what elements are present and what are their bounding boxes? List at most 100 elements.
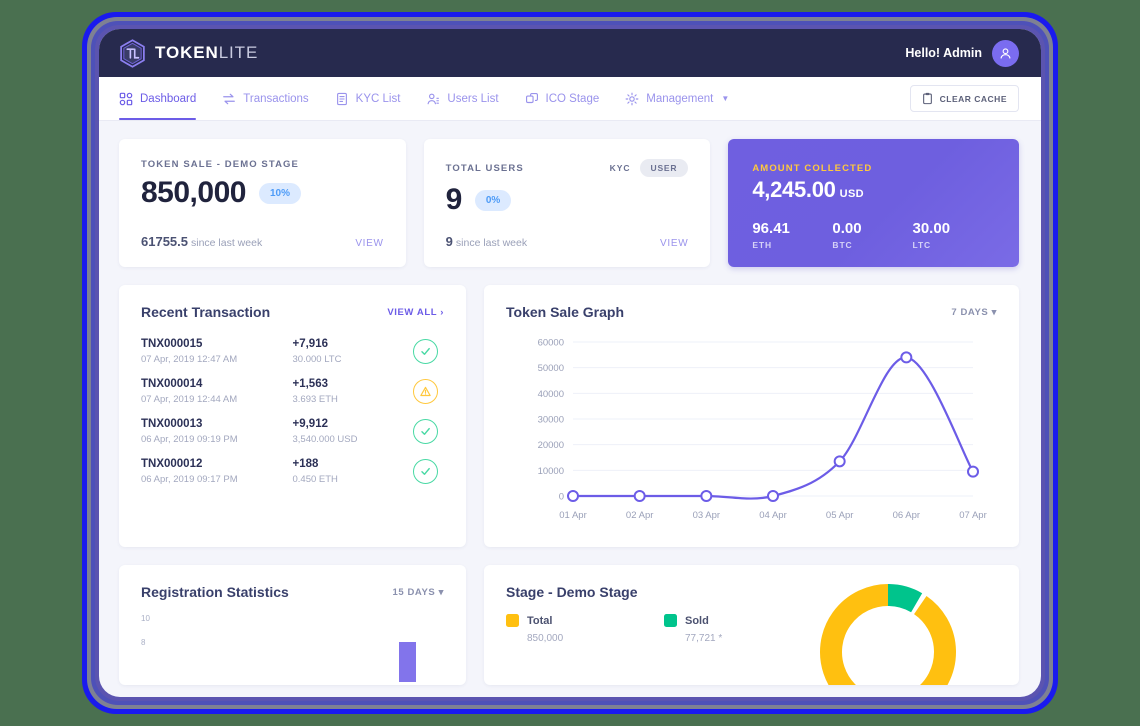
total-users-since-label: since last week bbox=[455, 237, 528, 249]
table-row[interactable]: TNX000014 07 Apr, 2019 12:44 AM +1,563 3.69… bbox=[141, 372, 444, 412]
warning-icon bbox=[420, 386, 431, 397]
registration-statistics-panel: Registration Statistics 15 DAYS ▾ 10 8 bbox=[119, 565, 466, 685]
status-badge bbox=[413, 459, 438, 484]
users-icon bbox=[427, 93, 440, 104]
graph-range-select[interactable]: 7 DAYS ▾ bbox=[951, 307, 997, 318]
table-row[interactable]: TNX000015 07 Apr, 2019 12:47 AM +7,916 30.0… bbox=[141, 332, 444, 372]
transaction-amount-cell: +188 0.450 ETH bbox=[293, 458, 402, 485]
x-axis-tick-label: 04 Apr bbox=[759, 510, 786, 521]
tokenlite-logo-icon bbox=[120, 38, 145, 68]
nav-item-users-list[interactable]: Users List bbox=[413, 77, 511, 120]
legend-item-sold: Sold 77,721 * bbox=[664, 614, 822, 644]
check-icon bbox=[421, 347, 430, 355]
registration-statistics-header: Registration Statistics 15 DAYS ▾ bbox=[119, 565, 466, 612]
stage-header: Stage - Demo Stage bbox=[484, 565, 1019, 612]
token-sale-graph-header: Token Sale Graph 7 DAYS ▾ bbox=[484, 285, 1019, 332]
x-axis-tick-label: 01 Apr bbox=[559, 510, 586, 521]
transaction-date: 07 Apr, 2019 12:47 AM bbox=[141, 354, 238, 365]
transaction-amount: +7,916 bbox=[292, 338, 329, 350]
token-sale-value: 850,000 bbox=[141, 176, 246, 209]
avatar[interactable] bbox=[992, 39, 1019, 67]
registration-ytick-10: 10 bbox=[141, 614, 150, 623]
token-sale-footer: 61755.5 since last week VIEW bbox=[141, 234, 384, 249]
legend-total-top: Total bbox=[506, 614, 664, 627]
middle-row: Recent Transaction VIEW ALL › TNX000015 0… bbox=[119, 285, 1019, 547]
legend-total-name: Total bbox=[527, 614, 553, 627]
token-sale-since-value: 61755.5 bbox=[141, 234, 188, 249]
nav-label-transactions: Transactions bbox=[243, 92, 309, 105]
transaction-id-cell: TNX000015 07 Apr, 2019 12:47 AM bbox=[141, 338, 293, 365]
transaction-status-cell bbox=[402, 339, 444, 364]
donut-slice-total bbox=[820, 584, 956, 685]
nav-label-kyc-list: KYC List bbox=[355, 92, 401, 105]
total-users-view-link[interactable]: VIEW bbox=[659, 238, 689, 249]
coin-eth-value: 96.41 bbox=[752, 220, 790, 237]
recent-transaction-panel: Recent Transaction VIEW ALL › TNX000015 0… bbox=[119, 285, 466, 547]
amount-collected-title: AMOUNT COLLECTED bbox=[752, 163, 873, 174]
token-sale-graph-title: Token Sale Graph bbox=[506, 304, 624, 320]
token-sale-header: TOKEN SALE - DEMO STAGE bbox=[141, 159, 384, 170]
app-window: TOKENLITE Hello! Admin bbox=[99, 29, 1041, 697]
transaction-date: 07 Apr, 2019 12:44 AM bbox=[141, 394, 238, 405]
legend-sold-value: 77,721 * bbox=[685, 633, 723, 644]
donut-slice-sold bbox=[887, 584, 923, 613]
y-axis-tick-label: 60000 bbox=[537, 338, 563, 349]
device-frame-outer: TOKENLITE Hello! Admin bbox=[82, 12, 1058, 714]
table-row[interactable]: TNX000012 06 Apr, 2019 09:17 PM +188 0.450 … bbox=[141, 452, 444, 492]
token-sale-view-link[interactable]: VIEW bbox=[355, 238, 384, 249]
amount-collected-card: AMOUNT COLLECTED 4,245.00 USD 96.41 ETH 0… bbox=[728, 139, 1020, 267]
user-area[interactable]: Hello! Admin bbox=[905, 39, 1019, 67]
registration-range-select[interactable]: 15 DAYS ▾ bbox=[392, 587, 444, 598]
legend-sold-top: Sold bbox=[664, 614, 822, 627]
total-users-since-value: 9 bbox=[445, 234, 453, 249]
check-icon bbox=[421, 427, 430, 435]
kyc-label[interactable]: KYC bbox=[609, 163, 631, 173]
coin-ltc-value: 30.00 bbox=[912, 220, 951, 237]
total-users-badge: 0% bbox=[474, 189, 512, 211]
transaction-status-cell bbox=[402, 379, 444, 404]
nav-label-users-list: Users List bbox=[447, 92, 499, 105]
coin-row: 96.41 ETH 0.00 BTC 30.00 LTC bbox=[752, 220, 995, 250]
coin-eth: 96.41 ETH bbox=[752, 220, 832, 250]
page-content: TOKEN SALE - DEMO STAGE 850,000 10% 6175… bbox=[99, 121, 1041, 685]
document-icon bbox=[336, 92, 347, 105]
nav-item-management[interactable]: Management ▼ bbox=[612, 77, 742, 120]
nav-item-ico-stage[interactable]: ICO Stage bbox=[512, 77, 613, 120]
nav-label-dashboard: Dashboard bbox=[140, 92, 197, 105]
transaction-id: TNX000012 bbox=[141, 458, 203, 470]
total-users-value: 9 bbox=[445, 183, 463, 216]
total-users-footer: 9 since last week VIEW bbox=[446, 234, 689, 249]
recent-transaction-title: Recent Transaction bbox=[141, 304, 271, 320]
clear-cache-label: CLEAR CACHE bbox=[939, 93, 1007, 104]
transaction-amount: +1,563 bbox=[292, 378, 329, 390]
top-bar: TOKENLITE Hello! Admin bbox=[99, 29, 1041, 77]
user-pill[interactable]: USER bbox=[639, 159, 689, 177]
status-badge bbox=[413, 339, 438, 364]
clear-cache-button[interactable]: CLEAR CACHE bbox=[909, 85, 1019, 112]
coin-ltc-symbol: LTC bbox=[912, 240, 932, 250]
x-axis-tick-label: 03 Apr bbox=[692, 510, 719, 521]
nav-item-dashboard[interactable]: Dashboard bbox=[119, 77, 209, 120]
table-row[interactable]: TNX000013 06 Apr, 2019 09:19 PM +9,912 3,54… bbox=[141, 412, 444, 452]
donut-svg bbox=[820, 584, 956, 685]
nav-item-kyc-list[interactable]: KYC List bbox=[322, 77, 414, 120]
token-sale-since-label: since last week bbox=[191, 237, 263, 249]
x-axis-tick-label: 05 Apr bbox=[825, 510, 852, 521]
brand-token: TOKEN bbox=[155, 43, 219, 62]
nav-item-transactions[interactable]: Transactions bbox=[209, 77, 321, 120]
stage-title: Stage - Demo Stage bbox=[506, 584, 638, 600]
data-point bbox=[766, 490, 779, 502]
clipboard-icon bbox=[922, 92, 932, 105]
token-sale-badge: 10% bbox=[258, 182, 301, 204]
data-point bbox=[899, 351, 912, 364]
view-all-link[interactable]: VIEW ALL › bbox=[387, 306, 444, 318]
data-point bbox=[699, 490, 712, 502]
greeting-text: Hello! Admin bbox=[905, 46, 982, 60]
device-frame-purple: TOKENLITE Hello! Admin bbox=[95, 25, 1045, 701]
device-frame-blue-band: TOKENLITE Hello! Admin bbox=[91, 21, 1049, 705]
brand-logo[interactable]: TOKENLITE bbox=[119, 38, 258, 68]
token-sale-title: TOKEN SALE - DEMO STAGE bbox=[141, 159, 299, 170]
token-sale-line-chart: 0 10000 20000 30000 40000 50000 60000 01 Apr 02 … bbox=[537, 338, 986, 522]
status-badge bbox=[413, 379, 438, 404]
coin-ltc: 30.00 LTC bbox=[913, 220, 993, 250]
